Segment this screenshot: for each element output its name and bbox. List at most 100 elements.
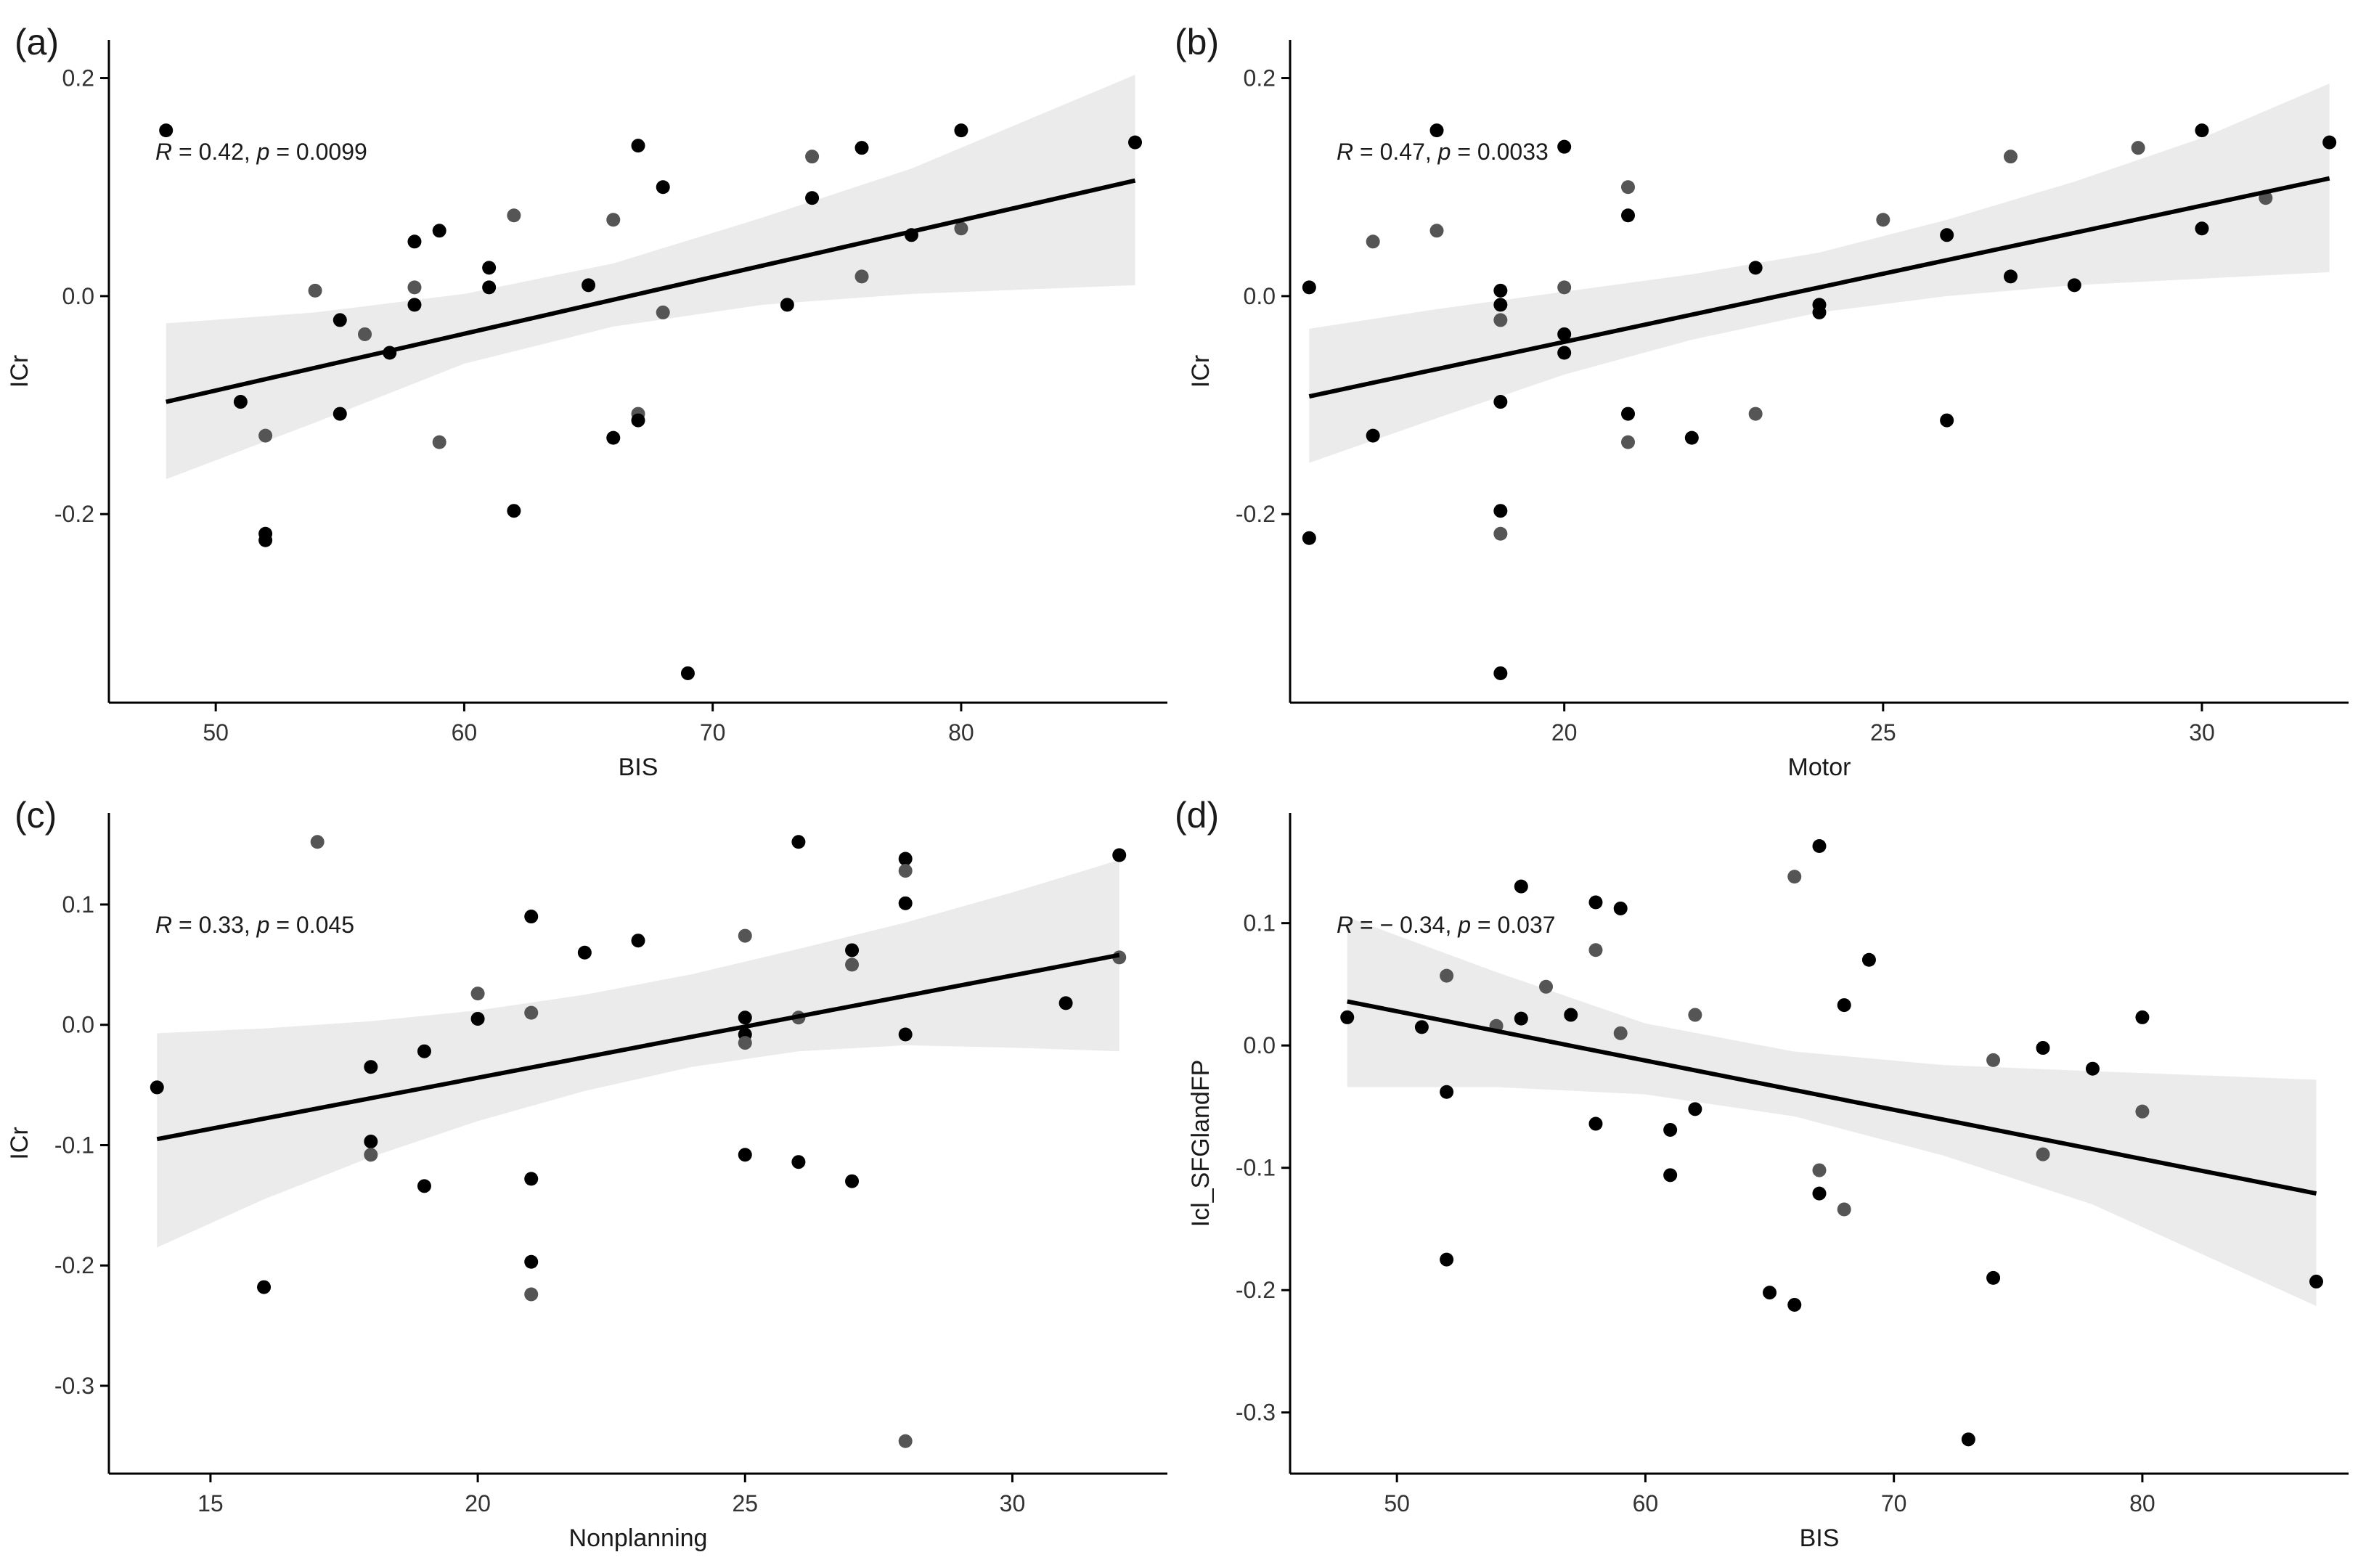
data-point <box>898 1027 913 1042</box>
data-point <box>954 123 968 138</box>
data-point <box>1588 895 1603 910</box>
data-point <box>407 280 422 295</box>
regression-line <box>166 178 1136 404</box>
data-point <box>482 280 497 295</box>
r-value: = 0.47, <box>1353 139 1438 165</box>
data-point <box>524 1287 539 1302</box>
data-point <box>1986 1270 2001 1285</box>
data-point <box>1493 526 1508 541</box>
data-point <box>854 269 869 284</box>
x-tick-label: 15 <box>197 1490 224 1516</box>
p-symbol: p <box>1457 912 1471 938</box>
x-axis-title: BIS <box>1800 1524 1840 1552</box>
data-point <box>524 1172 539 1186</box>
data-point <box>358 327 372 341</box>
data-point <box>1613 901 1628 915</box>
data-point <box>1961 1432 1975 1447</box>
y-axis-title: ICr <box>6 355 33 388</box>
data-point <box>1763 1286 1777 1300</box>
x-axis-title: BIS <box>619 754 658 781</box>
p-symbol: p <box>256 912 270 938</box>
data-point <box>507 208 521 223</box>
data-point <box>1588 943 1603 957</box>
data-point <box>2135 1104 2150 1119</box>
r-symbol: R <box>155 139 172 165</box>
data-point <box>898 852 913 866</box>
data-point <box>631 934 645 948</box>
data-point <box>2067 278 2081 293</box>
confidence-band <box>157 859 1119 1248</box>
data-point <box>738 1036 752 1050</box>
regression-line <box>156 952 1120 1142</box>
data-point <box>1787 1297 1802 1312</box>
data-point <box>1539 979 1554 994</box>
data-point <box>1663 1122 1678 1137</box>
data-point <box>738 1010 752 1025</box>
data-point <box>1663 1168 1678 1183</box>
data-point <box>2195 221 2209 236</box>
data-point <box>233 395 248 409</box>
data-point <box>2003 150 2018 164</box>
data-point <box>1557 346 1572 360</box>
data-point <box>1058 996 1073 1010</box>
data-point <box>1128 135 1143 150</box>
panel-c: (c) Nonplanning ICr 15 20 25 30 0.1 0.0 -0.1 -0… <box>6 795 1167 1552</box>
data-point <box>364 1148 378 1162</box>
p-value: = 0.037 <box>1471 912 1556 938</box>
data-point <box>1748 407 1763 421</box>
data-point <box>805 191 820 205</box>
y-tick-label: -0.1 <box>54 1132 94 1158</box>
data-point <box>1940 228 1954 242</box>
data-point <box>333 313 347 327</box>
data-point <box>1440 968 1454 983</box>
data-point <box>954 221 968 236</box>
data-point <box>1837 1202 1851 1217</box>
panel-label: (c) <box>15 795 57 836</box>
data-point <box>2131 141 2145 155</box>
data-point <box>791 835 806 849</box>
regression-line <box>1308 176 2330 399</box>
data-point <box>1493 283 1508 298</box>
data-point <box>2135 1010 2150 1024</box>
data-point <box>2003 269 2018 284</box>
data-point <box>1688 1008 1702 1022</box>
y-axis-title: ICr <box>6 1127 33 1159</box>
data-point <box>845 943 860 957</box>
x-tick-label: 20 <box>465 1490 491 1516</box>
y-tick-label: 0.1 <box>62 891 94 918</box>
data-point <box>738 1148 752 1162</box>
data-point <box>631 139 645 153</box>
x-tick-label: 25 <box>1870 719 1896 746</box>
confidence-band <box>1309 83 2330 463</box>
data-point <box>524 1254 539 1269</box>
data-point <box>1812 1186 1827 1201</box>
data-point <box>1621 180 1636 195</box>
y-tick-label: -0.3 <box>1236 1400 1276 1426</box>
data-point <box>333 407 347 421</box>
data-point <box>738 928 752 943</box>
x-tick-label: 25 <box>732 1490 758 1516</box>
panel-label: (d) <box>1175 795 1219 836</box>
data-point <box>1440 1085 1454 1099</box>
data-point <box>845 957 860 972</box>
data-point <box>150 1080 164 1095</box>
data-point <box>656 180 670 195</box>
data-point <box>1621 435 1636 449</box>
data-point <box>2322 135 2337 150</box>
data-point <box>1861 952 1876 967</box>
x-tick-label: 50 <box>1384 1490 1410 1516</box>
panel-d: (d) BIS Icl_SFGlandFP 50 60 70 80 0.1 0.0 -0.1… <box>1175 795 2349 1552</box>
data-point <box>1366 428 1380 443</box>
data-point <box>2085 1061 2100 1076</box>
x-tick-label: 30 <box>2189 719 2215 746</box>
data-point <box>577 945 592 960</box>
data-point <box>582 278 596 293</box>
correlation-annotation: R = − 0.34, p = 0.037 <box>1337 912 1556 938</box>
panel-b: (b) Motor ICr 20 25 30 0.2 0.0 -0.2 R = 0.47, … <box>1175 22 2349 781</box>
x-tick-label: 60 <box>1633 1490 1659 1516</box>
data-point <box>680 666 695 680</box>
x-tick-label: 30 <box>1000 1490 1026 1516</box>
x-axis-title: Nonplanning <box>569 1524 708 1552</box>
data-point <box>482 261 497 275</box>
